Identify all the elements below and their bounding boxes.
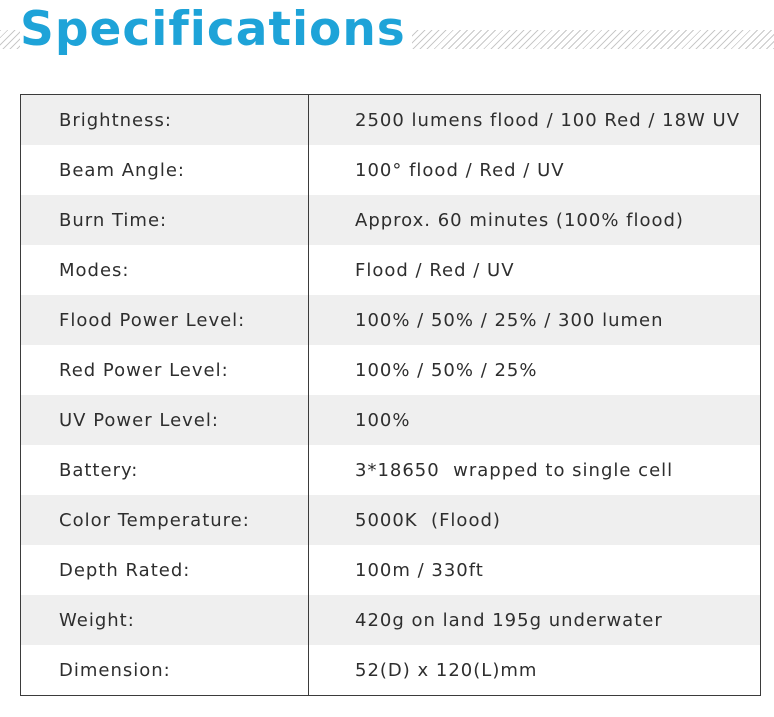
spec-value: Approx. 60 minutes (100% flood) (308, 195, 761, 245)
spec-value: 52(D) x 120(L)mm (308, 645, 761, 696)
spec-value: 3*18650 wrapped to single cell (308, 445, 761, 495)
spec-label: Brightness: (20, 94, 309, 145)
spec-row-flood-power-level: Flood Power Level: 100% / 50% / 25% / 30… (20, 295, 761, 345)
spec-value: 420g on land 195g underwater (308, 595, 761, 645)
spec-row-uv-power-level: UV Power Level: 100% (20, 395, 761, 445)
spec-label: UV Power Level: (20, 395, 309, 445)
spec-label: Color Temperature: (20, 495, 309, 545)
spec-row-weight: Weight: 420g on land 195g underwater (20, 595, 761, 645)
spec-value: 100% / 50% / 25% (308, 345, 761, 395)
spec-label: Modes: (20, 245, 309, 295)
spec-row-modes: Modes: Flood / Red / UV (20, 245, 761, 295)
spec-row-beam-angle: Beam Angle: 100° flood / Red / UV (20, 145, 761, 195)
spec-value: Flood / Red / UV (308, 245, 761, 295)
spec-value: 100% / 50% / 25% / 300 lumen (308, 295, 761, 345)
specifications-table: Brightness: 2500 lumens flood / 100 Red … (20, 94, 761, 696)
spec-value: 2500 lumens flood / 100 Red / 18W UV (308, 94, 761, 145)
spec-label: Weight: (20, 595, 309, 645)
spec-label: Beam Angle: (20, 145, 309, 195)
spec-row-depth-rated: Depth Rated: 100m / 330ft (20, 545, 761, 595)
spec-row-battery: Battery: 3*18650 wrapped to single cell (20, 445, 761, 495)
page-title: Specifications (20, 2, 412, 58)
spec-value: 100% (308, 395, 761, 445)
spec-label: Red Power Level: (20, 345, 309, 395)
spec-value: 100° flood / Red / UV (308, 145, 761, 195)
spec-value: 5000K (Flood) (308, 495, 761, 545)
spec-row-burn-time: Burn Time: Approx. 60 minutes (100% floo… (20, 195, 761, 245)
header: Specifications (0, 0, 774, 62)
spec-row-dimension: Dimension: 52(D) x 120(L)mm (20, 645, 761, 696)
spec-label: Battery: (20, 445, 309, 495)
spec-label: Depth Rated: (20, 545, 309, 595)
spec-label: Flood Power Level: (20, 295, 309, 345)
spec-row-brightness: Brightness: 2500 lumens flood / 100 Red … (20, 94, 761, 145)
spec-label: Dimension: (20, 645, 309, 696)
spec-row-red-power-level: Red Power Level: 100% / 50% / 25% (20, 345, 761, 395)
spec-row-color-temperature: Color Temperature: 5000K (Flood) (20, 495, 761, 545)
spec-label: Burn Time: (20, 195, 309, 245)
spec-value: 100m / 330ft (308, 545, 761, 595)
